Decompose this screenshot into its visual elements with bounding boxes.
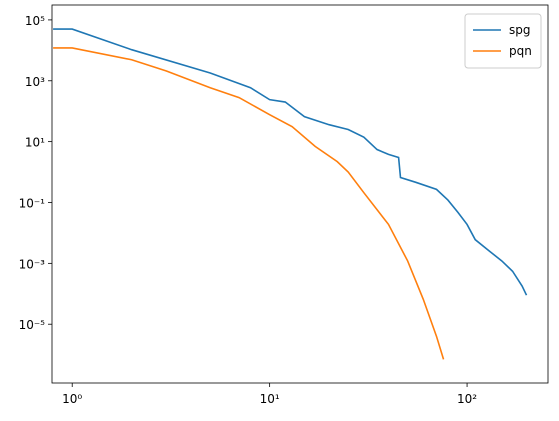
y-tick-label: 10⁻¹ xyxy=(19,196,46,210)
series-line xyxy=(53,28,528,296)
x-tick-label: 10¹ xyxy=(260,392,280,406)
y-tick-label: 10¹ xyxy=(25,136,45,150)
series-line xyxy=(53,47,445,360)
y-tick-label: 10⁻⁵ xyxy=(19,318,46,332)
legend-box xyxy=(464,13,542,69)
x-tick-label: 10⁰ xyxy=(62,392,82,406)
legend-label: pqn xyxy=(509,44,532,58)
y-tick-label: 10⁵ xyxy=(25,14,45,28)
y-tick-label: 10⁻³ xyxy=(19,257,46,271)
x-tick-label: 10² xyxy=(457,392,477,406)
plot-frame xyxy=(51,4,549,384)
y-tick-label: 10³ xyxy=(25,75,45,89)
legend-label: spg xyxy=(509,23,531,37)
